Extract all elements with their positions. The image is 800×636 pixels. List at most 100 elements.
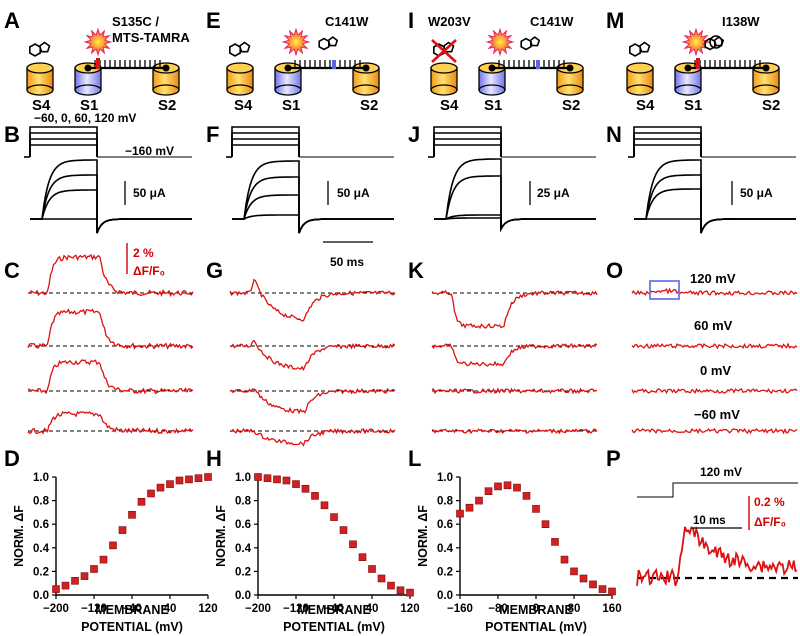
voltage-label-120: 120 mV xyxy=(690,271,736,286)
panel-letter-C: C xyxy=(4,258,20,283)
panel-letter-O: O xyxy=(606,258,623,283)
y-tick-label: 0.4 xyxy=(437,543,454,555)
data-point xyxy=(80,572,89,580)
y-tick-label: 0.6 xyxy=(235,519,251,531)
mutation-marker xyxy=(536,60,540,69)
schematics-row xyxy=(26,27,780,96)
panel-letter-I: I xyxy=(408,8,414,33)
voltage-label-60: 60 mV xyxy=(694,318,733,333)
s4-label-m: S4 xyxy=(636,97,655,114)
anchor-dot xyxy=(684,64,692,72)
tryptophan-icon-ring xyxy=(38,41,51,53)
s2-label-i: S2 xyxy=(562,97,580,114)
panel-letter-M: M xyxy=(606,8,624,33)
data-point xyxy=(513,483,521,492)
data-point xyxy=(71,576,79,585)
y-axis-label: NORM. ΔF xyxy=(416,505,430,567)
mutation-marker xyxy=(332,60,336,69)
panel-letter-L: L xyxy=(408,446,421,471)
tryptophan-icon-ring xyxy=(529,36,541,47)
x-axis-label-1: MEMBRANE xyxy=(95,603,169,617)
data-point xyxy=(494,482,502,491)
current-panel xyxy=(30,159,192,234)
y-tick-label: 0.8 xyxy=(235,496,252,508)
y-tick-label: 1.0 xyxy=(33,472,49,484)
y-tick-label: 0.8 xyxy=(33,496,50,508)
protocol-step xyxy=(633,126,702,157)
x-tick-label: −200 xyxy=(43,603,69,615)
y-tick-label: 0.2 xyxy=(235,566,251,578)
panel-letter-F: F xyxy=(206,122,219,147)
data-point xyxy=(118,526,127,534)
fluor-scale-label-2: ΔF/F₀ xyxy=(133,264,165,278)
current-trace xyxy=(434,214,596,232)
time-scale-label: 50 ms xyxy=(330,255,364,269)
data-point xyxy=(551,538,559,546)
data-point xyxy=(456,509,464,518)
x-axis-label-2: POTENTIAL (mV) xyxy=(283,620,385,634)
anchor-dot xyxy=(284,64,292,72)
schematic-M xyxy=(626,27,780,96)
tryptophan-icon-ring xyxy=(638,41,651,53)
x-axis-label-1: MEMBRANE xyxy=(499,603,573,617)
data-point xyxy=(339,526,348,534)
x-axis-label-2: POTENTIAL (mV) xyxy=(81,620,183,634)
data-point xyxy=(292,480,300,488)
tryptophan-icon xyxy=(520,37,532,51)
protocol-step xyxy=(29,144,98,157)
data-point xyxy=(475,496,483,505)
current-trace xyxy=(434,175,596,232)
s1-cylinder-base xyxy=(274,84,302,96)
data-point xyxy=(282,476,291,485)
current-trace xyxy=(30,218,192,234)
zoom-trace xyxy=(636,482,798,587)
schematic-E xyxy=(226,27,380,96)
x-axis-label-1: MEMBRANE xyxy=(297,603,371,617)
data-point xyxy=(109,541,117,550)
s4-cylinder-base xyxy=(226,84,254,96)
current-trace xyxy=(30,174,192,234)
data-point xyxy=(560,555,569,564)
tryptophan-icon-ring xyxy=(327,36,339,47)
holding-potential-label: −160 mV xyxy=(125,144,174,158)
data-point xyxy=(156,483,165,492)
current-trace xyxy=(232,214,394,234)
data-point xyxy=(147,489,155,498)
data-point xyxy=(387,581,395,590)
s4-cylinder-top xyxy=(26,62,54,74)
fluor-trace-G xyxy=(229,278,396,322)
s2-label-a: S2 xyxy=(158,97,176,114)
schematic-A xyxy=(26,27,180,96)
panel-letter-K: K xyxy=(408,258,424,283)
data-point xyxy=(99,555,108,564)
y-tick-label: 0.6 xyxy=(437,519,453,531)
s1-label-e: S1 xyxy=(282,97,300,114)
voltage-protocol xyxy=(226,126,394,158)
panel-letter-P: P xyxy=(606,446,621,471)
data-point xyxy=(522,492,531,500)
fv-plot-L: 0.0 0.2 0.4 0.6 0.8 1.0 −160 −80 0 80 160 NORM. ΔF M… xyxy=(416,472,622,634)
voltage-label-minus60: −60 mV xyxy=(694,407,740,422)
data-point xyxy=(254,473,262,481)
s1-cylinder-base xyxy=(74,84,102,96)
s2-cylinder-base xyxy=(556,84,584,96)
mutation-label-i1: W203V xyxy=(428,14,471,29)
s4-cylinder-base xyxy=(626,84,654,96)
fluorophore-icon xyxy=(485,27,515,57)
data-point xyxy=(349,540,357,549)
current-traces xyxy=(24,126,796,243)
protocol-step xyxy=(633,144,702,157)
schematic-I xyxy=(430,27,584,96)
s1-label-m: S1 xyxy=(684,97,702,114)
data-point xyxy=(330,513,338,521)
zoom-voltage-label: 120 mV xyxy=(700,465,742,479)
fluor-trace-K xyxy=(431,289,598,329)
y-tick-label: 0.2 xyxy=(437,566,453,578)
s4-cylinder-top xyxy=(626,62,654,74)
s4-cylinder-top xyxy=(430,62,458,74)
current-trace xyxy=(232,194,394,234)
panel-letter-A: A xyxy=(4,8,20,33)
current-scale-label-n: 50 μA xyxy=(740,186,773,200)
fluor-trace-G xyxy=(229,339,396,372)
